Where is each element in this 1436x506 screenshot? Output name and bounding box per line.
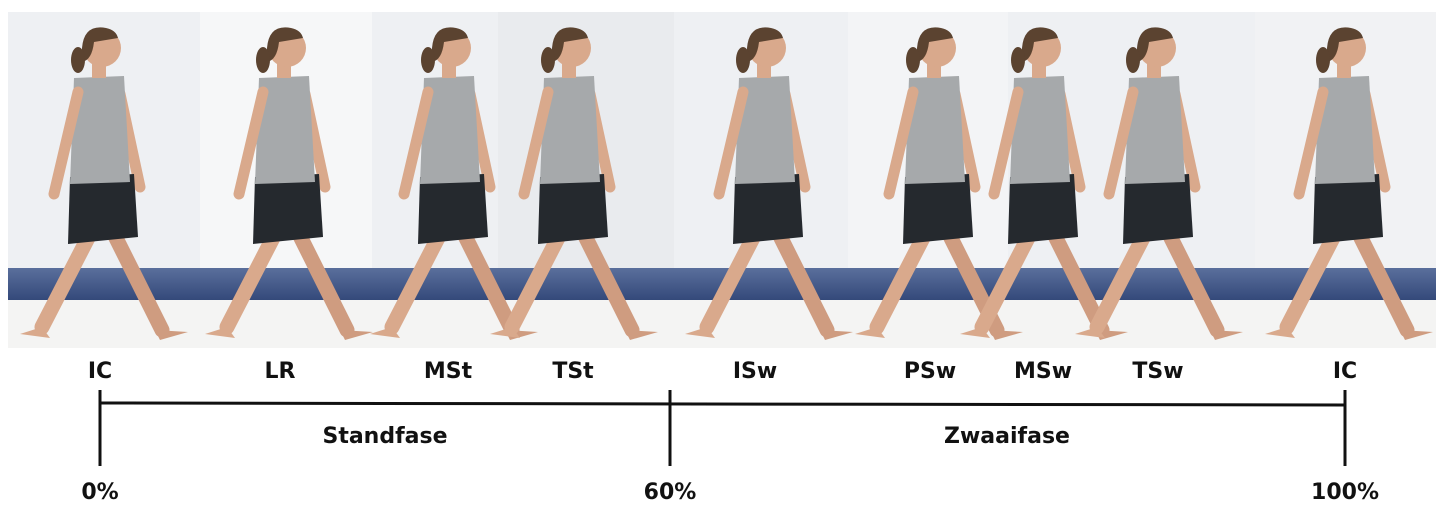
phase-label: ISw [733,359,777,384]
phase-label: TSw [1132,359,1183,384]
percent-label: 0% [81,480,118,505]
percent-label: 100% [1311,480,1379,505]
phase-label: MSt [424,359,473,384]
stage-label: Standfase [322,424,447,449]
phase-label: IC [88,359,112,384]
phase-labels: IC LR MSt TSt ISw PSw MSw TSw IC [88,359,1357,384]
stage-label: Zwaaifase [944,424,1070,449]
timeline [100,390,1345,466]
photo-strip [8,12,1436,348]
phase-label: PSw [904,359,956,384]
phase-label: MSw [1014,359,1072,384]
phase-label: IC [1333,359,1357,384]
timeline-axis [100,403,1345,405]
percent-label: 60% [644,480,697,505]
gait-cycle-diagram: IC LR MSt TSt ISw PSw MSw TSw IC Standfa… [0,0,1436,506]
phase-label: LR [265,359,296,384]
phase-label: TSt [552,359,594,384]
